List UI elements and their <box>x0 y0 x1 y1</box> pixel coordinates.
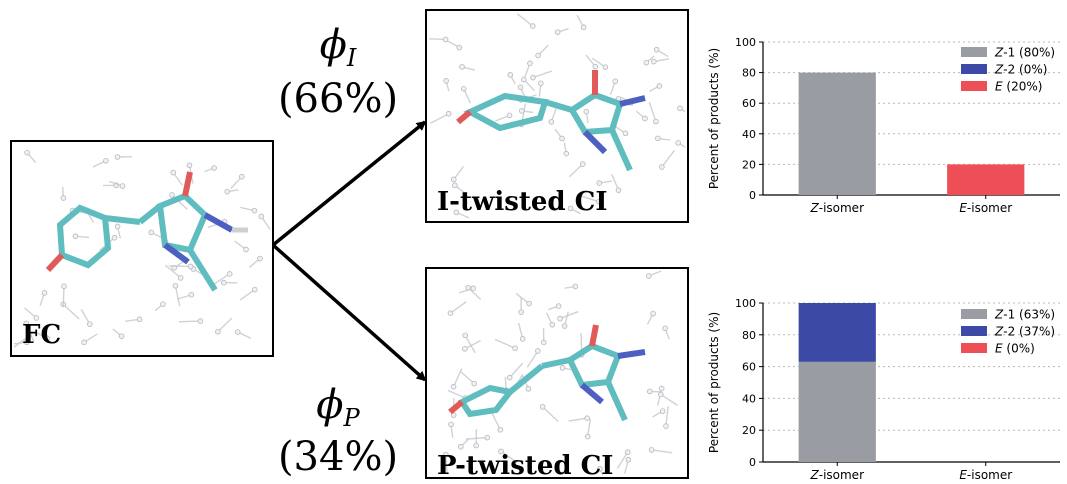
legend-swatch <box>961 81 987 91</box>
fc-label: FC <box>22 320 61 350</box>
molecule-i-twisted <box>456 70 646 172</box>
legend-label: Z-2 (0%) <box>994 63 1047 77</box>
arrow-to-p-twisted <box>271 243 427 382</box>
x-tick-label: Z-isomer <box>810 468 865 482</box>
legend-label: Z-1 (80%) <box>994 46 1055 60</box>
legend-swatch <box>961 309 987 319</box>
bar-segment <box>947 164 1025 195</box>
chart-p-twisted-products: 0 20 40 60 80 100 Percent of products (%) Z-iso… <box>707 297 1060 482</box>
x-tick-label: E-isomer <box>959 201 1012 215</box>
i-twisted-label: I-twisted CI <box>437 187 608 217</box>
fc-panel: FC <box>10 140 274 357</box>
phi-symbol-top: ϕI <box>320 22 357 72</box>
y-axis-label: Percent of products (%) <box>707 48 721 189</box>
arrow-to-i-twisted <box>271 120 427 247</box>
y-tick-label: 40 <box>742 392 756 405</box>
legend-swatch <box>961 64 987 74</box>
y-tick-label: 40 <box>742 128 756 141</box>
bar-segment <box>798 361 876 462</box>
y-tick-label: 60 <box>742 97 756 110</box>
pathway-label-bottom: ϕP (34%) <box>278 382 398 480</box>
chart-i-twisted-products: 0 20 40 60 80 100 Percent of products (%) Z-iso… <box>707 36 1060 215</box>
i-twisted-panel: I-twisted CI <box>425 9 689 223</box>
legend-label: Z-1 (63%) <box>994 308 1055 322</box>
y-tick-label: 0 <box>749 189 756 202</box>
p-twisted-label: P-twisted CI <box>437 451 613 481</box>
legend-label: E (0%) <box>995 342 1035 356</box>
legend-label: E (20%) <box>995 80 1042 94</box>
x-tick-label: Z-isomer <box>810 201 865 215</box>
pathway-label-top: ϕI (66%) <box>278 22 398 122</box>
y-tick-label: 20 <box>742 158 756 171</box>
molecule-p-twisted <box>448 324 646 422</box>
phi-symbol-bottom: ϕP <box>316 382 360 432</box>
x-tick-label: E-isomer <box>959 468 1012 482</box>
percent-bottom: (34%) <box>278 434 398 480</box>
y-tick-label: 20 <box>742 424 756 437</box>
y-tick-label: 0 <box>749 456 756 469</box>
percent-top: (66%) <box>278 76 398 122</box>
y-tick-label: 80 <box>742 67 756 80</box>
p-twisted-panel: P-twisted CI <box>425 267 689 481</box>
legend-swatch <box>961 343 987 353</box>
legend-label: Z-2 (37%) <box>994 325 1055 339</box>
y-axis-label: Percent of products (%) <box>707 312 721 453</box>
molecule-fc <box>45 171 248 292</box>
bar-segment <box>798 72 876 195</box>
bar-segment <box>798 303 876 362</box>
legend-swatch <box>961 47 987 57</box>
y-tick-label: 100 <box>735 297 756 310</box>
legend-swatch <box>961 326 987 336</box>
y-tick-label: 60 <box>742 361 756 374</box>
y-tick-label: 80 <box>742 329 756 342</box>
y-tick-label: 100 <box>735 36 756 49</box>
